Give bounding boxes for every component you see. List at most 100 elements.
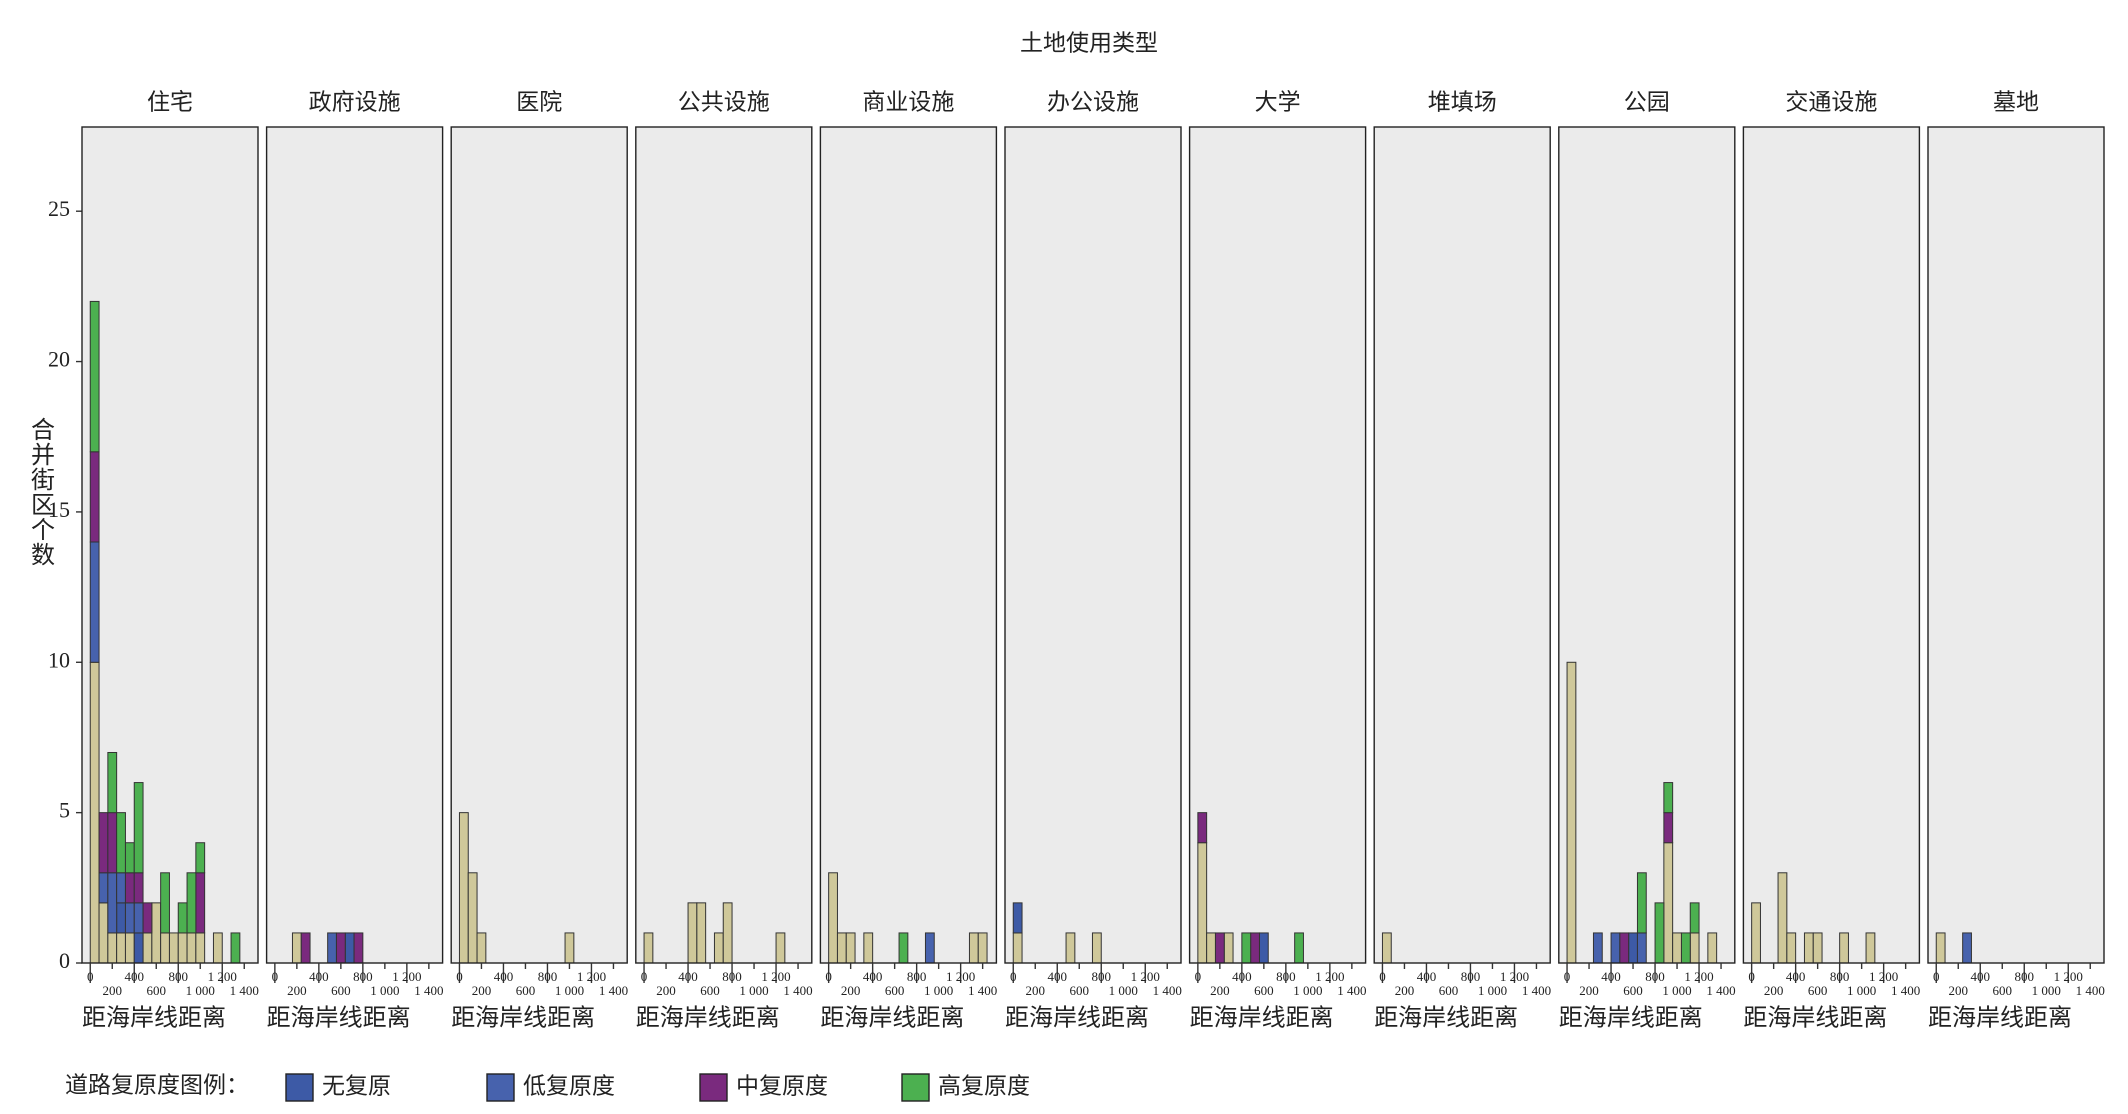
legend-title: 道路复原度图例：	[65, 1072, 249, 1097]
x-tick-label: 800	[1092, 969, 1112, 984]
bar-segment	[124, 902, 135, 934]
x-tick-label: 200	[1026, 983, 1046, 998]
bar-segment	[1707, 932, 1718, 964]
bar-segment	[1619, 932, 1630, 964]
x-tick-label: 400	[863, 969, 883, 984]
x-tick-label: 400	[1971, 969, 1991, 984]
y-tick-label: 20	[48, 347, 70, 372]
panel-background	[1743, 127, 1920, 963]
x-tick-label: 1 000	[1478, 983, 1507, 998]
panel-border	[81, 126, 259, 964]
x-tick-label: 1 000	[186, 983, 215, 998]
bar-segment	[133, 902, 144, 934]
x-tick-label: 800	[353, 969, 373, 984]
bar-segment	[160, 872, 170, 934]
x-tick-label: 1 400	[599, 983, 628, 998]
bar-segment	[467, 872, 478, 964]
x-tick-label: 0	[641, 969, 648, 984]
bar-segment	[924, 932, 935, 964]
x-tick-label: 0	[1195, 969, 1202, 984]
panel-background	[1928, 127, 2104, 963]
x-tick-label: 1 400	[2076, 983, 2105, 998]
panel-border	[1742, 126, 1921, 964]
x-tick-label: 200	[472, 983, 492, 998]
x-tick-label: 1 200	[392, 969, 421, 984]
panel-border	[1004, 126, 1182, 964]
x-tick-label: 1 200	[208, 969, 237, 984]
bar-segment	[845, 932, 856, 964]
x-tick-label: 600	[147, 983, 167, 998]
bar-segment	[1258, 932, 1269, 964]
bar-segment	[195, 872, 206, 934]
bar-segment	[195, 932, 206, 964]
bar-segment	[133, 872, 144, 904]
bar-segment	[898, 932, 909, 964]
x-tick-label: 600	[1254, 983, 1274, 998]
x-tick-label: 1 200	[946, 969, 975, 984]
bar-segment	[107, 932, 118, 964]
x-axis-label: 距海岸线距离	[1005, 1005, 1149, 1032]
legend-swatch	[901, 1073, 930, 1102]
facet-title: 墓地	[1993, 89, 2039, 114]
panel-border	[1558, 126, 1736, 964]
y-tick-label: 5	[59, 798, 70, 823]
x-tick-label: 0	[456, 969, 463, 984]
x-tick-label: 400	[494, 969, 514, 984]
bar-segment	[353, 932, 364, 964]
bar-segment	[1012, 932, 1023, 964]
x-tick-label: 0	[1010, 969, 1017, 984]
x-tick-label: 400	[1786, 969, 1806, 984]
facet-title: 医院	[516, 89, 562, 114]
x-tick-label: 0	[272, 969, 279, 984]
x-tick-label: 600	[1993, 983, 2013, 998]
y-tick-label: 15	[48, 497, 70, 522]
bar-segment	[1962, 932, 1972, 964]
x-tick-label: 1 000	[1293, 983, 1322, 998]
facet-title: 商业设施	[862, 89, 954, 114]
facet-title: 公园	[1624, 89, 1670, 114]
x-tick-label: 0	[1748, 969, 1755, 984]
bar-segment	[1214, 932, 1225, 964]
bar-segment	[1689, 932, 1700, 964]
x-tick-label: 1 200	[1315, 969, 1344, 984]
bar-segment	[89, 451, 100, 543]
x-tick-label: 1 400	[1337, 983, 1366, 998]
legend-swatch	[699, 1073, 728, 1102]
x-axis-label: 距海岸线距离	[636, 1005, 780, 1032]
panel-border	[450, 126, 628, 964]
x-tick-label: 0	[1564, 969, 1571, 984]
bar-segment	[1663, 842, 1674, 964]
bar-segment	[977, 932, 988, 964]
x-tick-label: 1 200	[577, 969, 606, 984]
bar-segment	[1206, 932, 1216, 964]
x-tick-label: 1 200	[1131, 969, 1160, 984]
bar-segment	[713, 932, 724, 964]
legend-label: 低复原度	[523, 1073, 615, 1098]
x-tick-label: 800	[1645, 969, 1665, 984]
x-tick-label: 1 000	[555, 983, 584, 998]
bar-segment	[1812, 932, 1823, 964]
bar-segment	[1628, 932, 1638, 964]
bar-segment	[1250, 932, 1260, 964]
x-tick-label: 0	[1933, 969, 1940, 984]
bar-segment	[696, 902, 707, 964]
x-tick-label: 600	[1070, 983, 1090, 998]
bar-segment	[195, 842, 206, 874]
x-tick-label: 1 400	[1522, 983, 1551, 998]
x-tick-label: 0	[1379, 969, 1386, 984]
bar-segment	[124, 872, 135, 904]
bar-segment	[775, 932, 786, 964]
x-tick-label: 1 400	[1706, 983, 1735, 998]
x-tick-label: 600	[1623, 983, 1643, 998]
legend-label: 无复原	[322, 1073, 391, 1098]
facet-title: 住宅	[147, 89, 193, 114]
x-tick-label: 200	[1395, 983, 1415, 998]
bar-segment	[1689, 902, 1700, 934]
x-tick-label: 200	[287, 983, 307, 998]
